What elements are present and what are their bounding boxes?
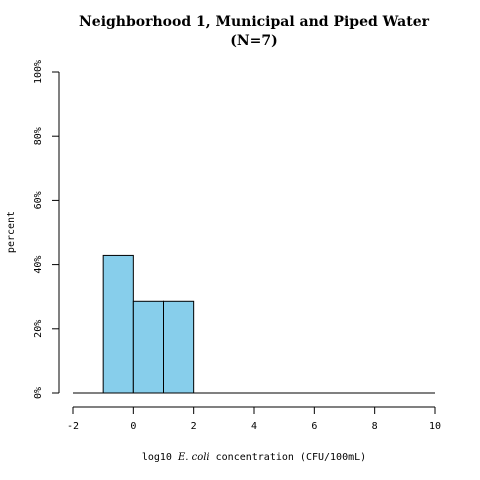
y-tick-label-4: 80% [33, 127, 44, 145]
x-tick-label-0: -2 [67, 421, 79, 432]
y-axis: 0% 20% 40% 60% 80% 100% [33, 60, 60, 399]
x-axis-label-suffix: concentration (CFU/100mL) [210, 452, 367, 463]
histogram-bar-2 [163, 300, 195, 394]
chart-title: Neighborhood 1, Municipal and Piped Wate… [79, 14, 430, 30]
y-tick-label-2: 40% [33, 256, 44, 274]
x-axis: -2 0 2 4 6 8 10 [67, 406, 441, 432]
y-axis-label: percent [6, 211, 17, 253]
x-axis-label-species: E. coli [177, 452, 210, 463]
bars-group [102, 254, 195, 394]
histogram-bar-0 [102, 254, 134, 394]
x-axis-label: log10 E. coli concentration (CFU/100mL) [142, 452, 366, 463]
y-tick-label-3: 60% [33, 191, 44, 209]
x-tick-label-1: 0 [130, 421, 136, 432]
y-tick-label-5: 100% [33, 60, 44, 84]
chart-subtitle: (N=7) [230, 33, 278, 49]
x-tick-label-4: 6 [311, 421, 317, 432]
x-tick-label-2: 2 [191, 421, 197, 432]
x-tick-label-6: 10 [429, 421, 441, 432]
x-tick-label-5: 8 [372, 421, 378, 432]
histogram-bar-1 [132, 300, 164, 394]
y-tick-label-1: 20% [33, 320, 44, 338]
x-axis-label-prefix: log10 [142, 452, 178, 463]
x-tick-label-3: 4 [251, 421, 257, 432]
y-tick-label-0: 0% [33, 387, 44, 399]
